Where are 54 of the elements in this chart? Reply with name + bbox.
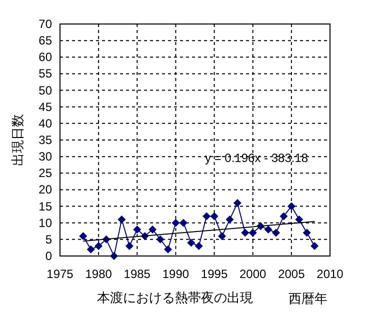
point: [287, 202, 296, 210]
y-tick-label: 45: [38, 100, 52, 114]
point: [280, 212, 288, 220]
point: [202, 212, 211, 220]
point: [210, 212, 218, 220]
x-tick-label: 2005: [278, 267, 306, 281]
x-tick-label: 1995: [200, 267, 228, 281]
point: [133, 225, 142, 234]
y-tick-label: 5: [45, 232, 52, 246]
x-tick-label: 2000: [240, 267, 267, 281]
x-axis-title: 西暦年: [288, 291, 328, 306]
y-tick-label: 70: [38, 17, 52, 31]
y-tick-label: 20: [38, 182, 52, 197]
x-tick-label: 1975: [46, 267, 74, 281]
point: [156, 235, 164, 244]
point: [264, 225, 272, 234]
point: [241, 228, 250, 237]
text: 本渡における熱帯夜の出現: [97, 290, 253, 305]
y-tick-label: 0: [45, 249, 52, 263]
point: [302, 228, 311, 237]
point: [164, 245, 172, 254]
point: [118, 216, 126, 224]
point: [194, 242, 203, 250]
y-tick-label: 50: [38, 83, 52, 98]
point: [79, 232, 88, 240]
point: [172, 218, 180, 227]
x-tick-label: 1985: [124, 267, 151, 281]
y-tick-label: 35: [38, 133, 52, 147]
point: [125, 242, 134, 250]
y-tick-label: 30: [38, 150, 52, 164]
point: [110, 252, 118, 260]
y-axis-title: 出現日数: [10, 114, 25, 166]
y-tick-label: 55: [38, 66, 52, 81]
point: [94, 242, 103, 250]
point: [310, 242, 319, 250]
point: [148, 225, 157, 234]
point: [248, 228, 257, 237]
y-tick-label: 40: [38, 116, 52, 130]
y-tick-label: 10: [38, 216, 52, 230]
point: [218, 232, 226, 240]
point: [179, 218, 188, 227]
y-tick-label: 65: [38, 34, 52, 48]
y-tick-label: 60: [38, 50, 52, 64]
point: [226, 216, 234, 224]
point: [295, 216, 304, 224]
x-tick-label: 2010: [316, 267, 344, 281]
x-tick-label: 1990: [162, 267, 190, 281]
point: [187, 238, 196, 247]
point: [86, 245, 95, 254]
x-tick-label: 1980: [85, 267, 112, 281]
point: [272, 228, 280, 237]
y-tick-label: 25: [38, 166, 52, 180]
y-tick-label: 15: [38, 199, 52, 214]
point: [233, 198, 242, 207]
